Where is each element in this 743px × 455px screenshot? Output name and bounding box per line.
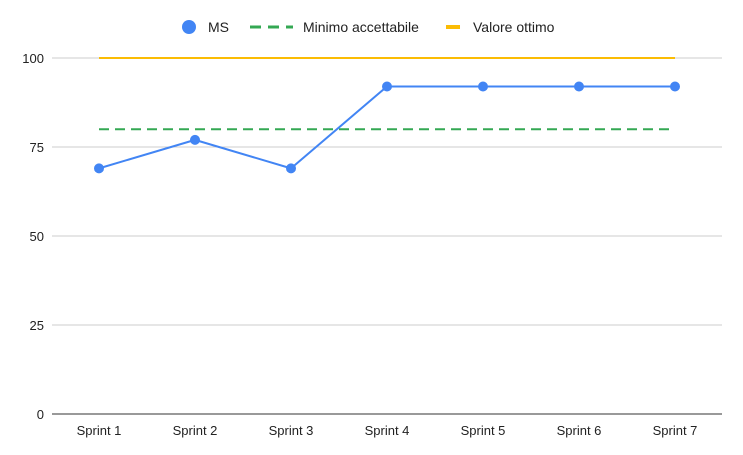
y-tick-label: 75: [30, 140, 44, 155]
y-tick-label: 50: [30, 229, 44, 244]
x-tick-label: Sprint 1: [77, 423, 122, 438]
legend-label: Valore ottimo: [473, 19, 555, 35]
data-point-ms-1: [94, 163, 104, 174]
y-tick-label: 100: [22, 51, 44, 66]
x-tick-label: Sprint 5: [461, 423, 506, 438]
data-point-ms-3: [286, 163, 296, 174]
legend-label: MS: [208, 19, 229, 35]
legend-label: Minimo accettabile: [303, 19, 419, 35]
x-tick-label: Sprint 3: [269, 423, 314, 438]
data-point-ms-2: [190, 134, 200, 145]
y-tick-label: 25: [30, 318, 44, 333]
legend-marker-ms: [182, 20, 196, 34]
y-tick-label: 0: [37, 407, 44, 422]
data-point-ms-6: [574, 81, 584, 92]
x-tick-label: Sprint 6: [557, 423, 602, 438]
data-point-ms-4: [382, 81, 392, 92]
data-point-ms-7: [670, 81, 680, 92]
series-line-ms: [98, 85, 675, 170]
x-tick-label: Sprint 7: [653, 423, 698, 438]
x-tick-label: Sprint 2: [173, 423, 218, 438]
data-point-ms-5: [478, 81, 488, 92]
x-tick-label: Sprint 4: [365, 423, 410, 438]
